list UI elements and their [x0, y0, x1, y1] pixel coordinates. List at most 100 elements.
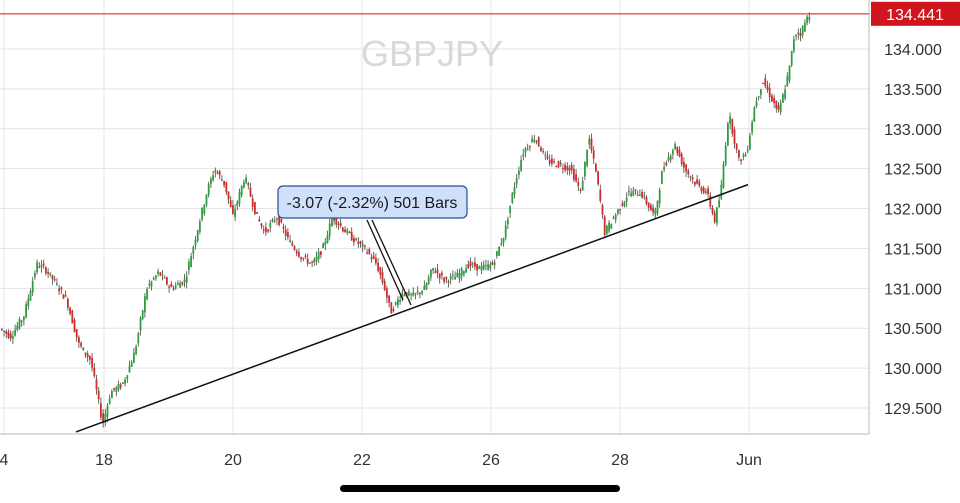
candle-body	[416, 291, 419, 294]
y-axis-labels: 134.000 133.500 133.000 132.500 132.000 131.5…	[884, 42, 942, 418]
trendline[interactable]	[75, 183, 749, 433]
candle-body	[333, 217, 335, 221]
candle-body	[386, 288, 388, 298]
candle-body	[159, 272, 162, 276]
candle-body	[119, 384, 122, 388]
candle-body	[170, 283, 173, 288]
candle-body	[190, 256, 192, 268]
candle-body	[20, 320, 23, 323]
candle-body	[137, 333, 140, 344]
candle-body	[432, 268, 434, 271]
candle-body	[573, 168, 575, 180]
candle-body	[273, 220, 276, 222]
candle-body	[687, 170, 690, 175]
candle-body	[203, 204, 206, 214]
current-price-tag: 134.441	[871, 1, 960, 26]
candle-body	[630, 192, 632, 196]
candle-body	[317, 252, 320, 260]
candle-body	[724, 145, 727, 165]
candle-body	[337, 223, 340, 225]
candle-body	[196, 230, 199, 241]
candle-body	[177, 283, 179, 285]
candle-body	[124, 379, 126, 384]
candle-body	[568, 167, 571, 172]
candle-body	[485, 264, 487, 267]
candle-body	[3, 330, 5, 332]
candle-body	[480, 266, 483, 271]
candle-body	[419, 292, 421, 295]
candle-body	[454, 276, 456, 280]
candle-body	[546, 156, 549, 159]
candle-body	[328, 223, 331, 236]
candle-body	[588, 138, 591, 145]
candle-body	[423, 285, 426, 290]
candle-body	[755, 101, 758, 107]
candle-body	[601, 205, 604, 215]
candle-body	[410, 294, 412, 296]
candle-body	[284, 229, 287, 236]
candle-body	[375, 257, 377, 264]
candle-body	[562, 167, 564, 170]
candle-body	[625, 197, 628, 202]
candle-body	[676, 146, 679, 154]
candle-body	[722, 164, 725, 188]
candle-body	[254, 202, 256, 215]
candle-body	[489, 264, 492, 269]
candle-body	[606, 225, 608, 234]
candle-body	[777, 105, 780, 110]
candle-body	[595, 163, 597, 172]
x-tick-label: 4	[0, 452, 9, 469]
candle-body	[361, 243, 364, 247]
current-price-label: 134.441	[886, 7, 944, 24]
candle-body	[262, 229, 265, 231]
candle-body	[438, 273, 441, 279]
candle-body	[331, 218, 333, 227]
candle-body	[689, 176, 692, 178]
candle-body	[78, 337, 80, 343]
candle-body	[265, 227, 267, 233]
candle-body	[639, 194, 641, 196]
candle-body	[95, 379, 98, 390]
candle-body	[366, 252, 368, 254]
candle-body	[520, 159, 522, 171]
candle-body	[168, 286, 170, 288]
measure-tool[interactable]: -3.07 (-2.32%) 501 Bars	[277, 185, 468, 306]
candle-body	[718, 200, 720, 207]
home-indicator[interactable]	[340, 485, 620, 492]
candle-body	[678, 149, 681, 157]
y-tick-label: 133.000	[884, 122, 942, 139]
candle-body	[141, 310, 144, 320]
candle-body	[471, 263, 474, 265]
candle-body	[735, 143, 738, 150]
candle-body	[53, 279, 56, 281]
y-tick-label: 131.500	[884, 241, 942, 258]
candle-body	[590, 138, 593, 151]
candle-body	[238, 191, 241, 204]
candle-body	[117, 383, 120, 390]
candle-body	[427, 277, 430, 285]
y-tick-label: 130.000	[884, 361, 942, 378]
candle-body	[174, 285, 177, 289]
candle-body	[397, 299, 399, 306]
candle-body	[705, 191, 707, 193]
candle-body	[403, 294, 406, 297]
candle-body	[757, 96, 760, 98]
candle-body	[694, 181, 696, 185]
candle-body	[183, 279, 186, 283]
candle-body	[7, 332, 10, 338]
candle-body	[632, 190, 635, 196]
candle-body	[282, 226, 285, 229]
candle-body	[258, 219, 261, 222]
candle-body	[617, 209, 619, 214]
candle-body	[9, 333, 12, 339]
candle-body	[372, 255, 375, 259]
candle-body	[293, 246, 296, 250]
candle-body	[522, 154, 525, 157]
candle-body	[647, 202, 650, 208]
candle-body	[641, 192, 643, 198]
candle-body	[62, 294, 65, 299]
candle-body	[738, 150, 740, 158]
candle-body	[702, 187, 705, 193]
candle-body	[181, 282, 184, 285]
